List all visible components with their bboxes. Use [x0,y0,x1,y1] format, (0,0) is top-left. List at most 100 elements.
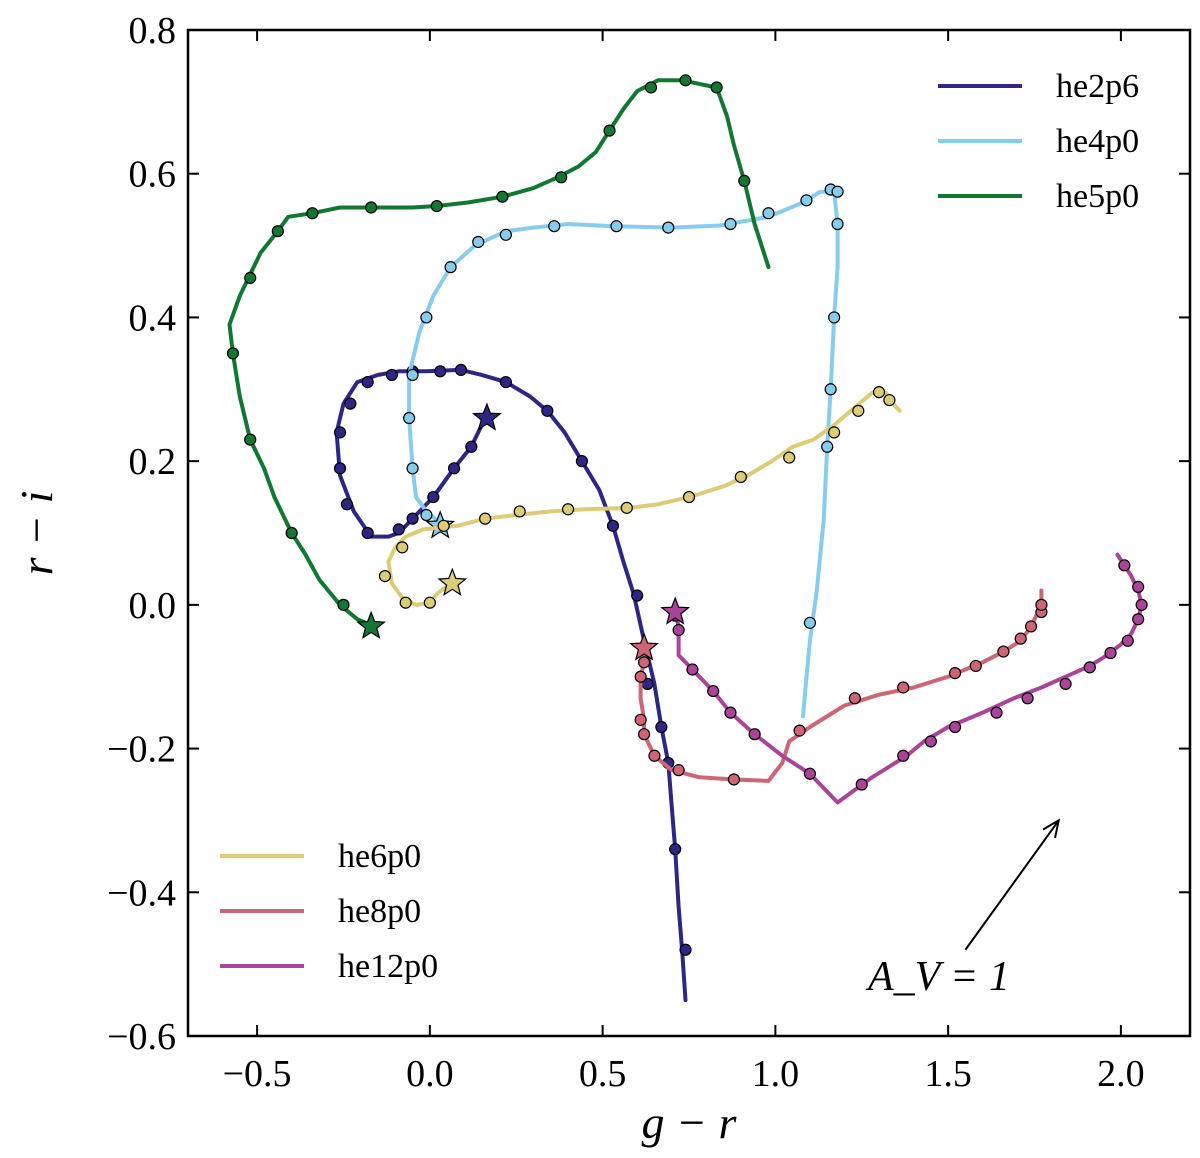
x-tick-label: 1.0 [752,1053,800,1095]
data-point-he4p0 [803,616,817,629]
data-point-he2p6 [465,440,478,453]
x-tick-label: 1.5 [924,1053,972,1095]
data-point-he2p6 [669,843,682,856]
data-point-he8p0 [793,724,806,737]
data-point-he12p0 [855,778,868,791]
data-point-he2p6 [361,526,374,540]
start-star-he6p0 [437,567,468,596]
data-point-he5p0 [306,207,319,220]
data-point-he6p0 [423,596,436,609]
data-point-he8p0 [969,659,982,673]
data-point-he12p0 [1021,692,1034,705]
data-point-he4p0 [444,261,457,274]
data-point-he12p0 [1083,661,1096,674]
data-point-he2p6 [434,365,447,378]
extinction-arrow-head [1042,818,1061,839]
data-point-he6p0 [437,519,450,532]
data-point-he4p0 [472,235,485,249]
data-point-he2p6 [454,363,468,376]
data-point-he5p0 [738,174,751,187]
data-point-he8p0 [997,645,1010,658]
data-point-he6p0 [852,404,865,417]
extinction-label: A_V = 1 [865,954,1010,1000]
y-tick-label: 0.0 [129,585,177,627]
data-point-he5p0 [603,124,616,137]
y-tick-label: 0.6 [129,154,177,196]
data-point-he12p0 [924,735,937,748]
data-point-he8p0 [1035,598,1048,611]
data-point-he2p6 [655,720,668,734]
y-tick-label: −0.2 [107,729,176,771]
data-point-he8p0 [634,713,647,726]
data-point-he12p0 [897,749,910,762]
data-point-he4p0 [406,368,419,382]
data-point-he5p0 [710,81,723,94]
data-point-he2p6 [631,589,644,602]
series-he12p0 [660,552,1148,805]
data-point-he4p0 [499,228,512,241]
series-line-he8p0 [638,588,1044,783]
data-point-he5p0 [555,171,568,184]
legend-label-he2p6: he2p6 [1056,68,1139,105]
series-line-he6p0 [386,390,902,607]
data-point-he12p0 [1118,559,1131,572]
series-line-he5p0 [227,78,771,629]
data-point-he6p0 [734,470,747,484]
data-point-he8p0 [648,749,661,762]
legend-label-he12p0: he12p0 [338,948,438,985]
data-point-he4p0 [662,221,675,234]
data-point-he12p0 [686,663,699,676]
data-point-he8p0 [634,670,647,683]
data-point-he4p0 [548,220,561,233]
x-tick-label: −0.5 [223,1053,292,1095]
data-point-he2p6 [392,523,405,536]
data-point-he5p0 [244,433,257,446]
data-point-he8p0 [727,773,741,786]
data-point-he2p6 [406,512,419,525]
data-point-he2p6 [344,397,357,410]
legend: he2p6 he4p0 he5p0 he6p0 he8p0 he12p0 [220,68,1139,985]
y-tick-label: 0.2 [129,441,177,483]
data-point-he12p0 [803,767,817,780]
data-point-he4p0 [831,185,844,198]
data-point-he8p0 [848,692,861,705]
series-line-he12p0 [673,552,1144,805]
y-tick-label: 0.4 [129,297,177,339]
data-point-he8p0 [1024,620,1038,633]
x-tick-label: 2.0 [1097,1053,1145,1095]
annotation-layer: A_V = 1 [865,818,1061,1000]
series-he5p0 [226,74,771,640]
data-point-he12p0 [1135,598,1148,611]
start-star-he12p0 [660,596,691,625]
data-point-he6p0 [682,490,696,504]
start-star-he5p0 [356,610,386,640]
data-point-he6p0 [783,451,796,464]
data-point-he4p0 [403,411,416,425]
data-point-he6p0 [620,501,633,514]
data-point-he2p6 [340,498,354,511]
series-he4p0 [403,183,844,719]
data-point-he2p6 [333,426,347,439]
data-point-he5p0 [679,74,692,87]
data-point-he2p6 [499,376,512,389]
data-point-he8p0 [1014,632,1027,645]
data-point-he4p0 [406,462,419,475]
start-star-he2p6 [472,402,502,431]
data-point-he6p0 [513,505,526,518]
y-axis-label: r − i [11,491,62,576]
data-point-he4p0 [800,194,813,207]
data-point-he12p0 [1132,613,1145,626]
series-he2p6 [333,363,692,1003]
legend-label-he6p0: he6p0 [338,838,421,875]
data-point-he6p0 [479,512,492,525]
data-point-he2p6 [575,455,588,468]
data-point-he6p0 [828,426,841,439]
data-point-he5p0 [365,201,378,214]
data-point-he2p6 [606,519,620,532]
data-point-he4p0 [724,217,737,231]
data-point-he2p6 [679,943,692,956]
data-point-he6p0 [561,503,575,516]
data-point-he5p0 [244,271,257,285]
data-point-he8p0 [637,656,651,669]
